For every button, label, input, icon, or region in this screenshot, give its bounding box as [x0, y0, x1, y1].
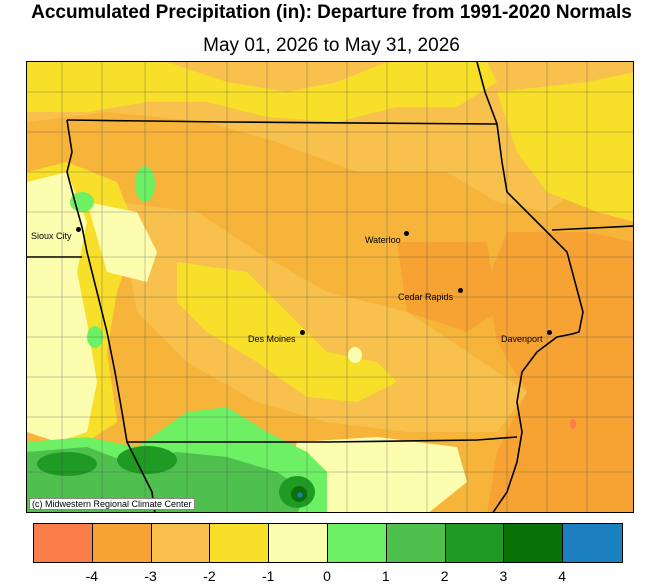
orange-region-cedar	[397, 242, 497, 332]
city-marker-des-moines	[300, 330, 305, 335]
precipitation-map: Sioux City Waterloo Cedar Rapids Des Moi…	[26, 61, 634, 513]
legend-tick-label: -3	[144, 568, 157, 584]
dark-green-blob-south	[117, 446, 177, 474]
legend-swatch-7	[445, 524, 505, 562]
date-range-subtitle: May 01, 2026 to May 31, 2026	[203, 35, 460, 56]
blue-spot	[297, 492, 303, 498]
pale-region-siouxland	[87, 202, 157, 282]
light-orange-region-central	[117, 202, 527, 432]
pale-spot-desmoines	[348, 347, 362, 363]
pale-region-south	[287, 437, 467, 512]
medium-green-region-south	[27, 447, 307, 512]
legend-tick-label: 2	[440, 568, 449, 584]
legend-swatch-8	[504, 524, 564, 562]
map-title: Accumulated Precipitation (in): Departur…	[31, 2, 632, 23]
state-borders	[27, 62, 633, 512]
legend-tick-label: 0	[323, 568, 331, 584]
legend-swatch-6	[386, 524, 446, 562]
credit-label: (c) Midwestern Regional Climate Center	[29, 498, 195, 510]
city-label-davenport: Davenport	[501, 334, 543, 344]
legend-tick-label: 4	[558, 568, 567, 584]
city-marker-sioux-city	[76, 227, 81, 232]
legend-tick-label: 1	[381, 568, 390, 584]
legend-swatch-1	[92, 524, 152, 562]
legend-swatch-0	[34, 524, 93, 562]
legend-tick-label: -4	[85, 568, 99, 584]
map-canvas	[27, 62, 633, 512]
yellow-region-northeast	[497, 72, 633, 222]
legend-tick-label: -1	[261, 568, 275, 584]
city-marker-cedar-rapids	[458, 288, 463, 293]
county-lines	[27, 62, 633, 512]
legend-swatch-9	[563, 524, 622, 562]
legend-swatch-2	[151, 524, 211, 562]
city-label-cedar-rapids: Cedar Rapids	[398, 292, 454, 302]
dark-green-blob-sw	[37, 452, 97, 476]
legend-tick-label: -2	[203, 568, 216, 584]
city-marker-waterloo	[404, 231, 409, 236]
city-label-waterloo: Waterloo	[365, 235, 401, 245]
color-legend	[33, 523, 623, 563]
city-label-sioux-city: Sioux City	[31, 231, 72, 241]
legend-swatch-4	[269, 524, 328, 562]
legend-tick-label: 3	[499, 568, 508, 584]
city-label-des-moines: Des Moines	[248, 334, 296, 344]
red-orange-spot	[570, 419, 576, 429]
orange-region-east	[487, 232, 633, 512]
legend-swatch-3	[210, 524, 270, 562]
legend-swatch-5	[327, 524, 387, 562]
city-marker-davenport	[547, 330, 552, 335]
